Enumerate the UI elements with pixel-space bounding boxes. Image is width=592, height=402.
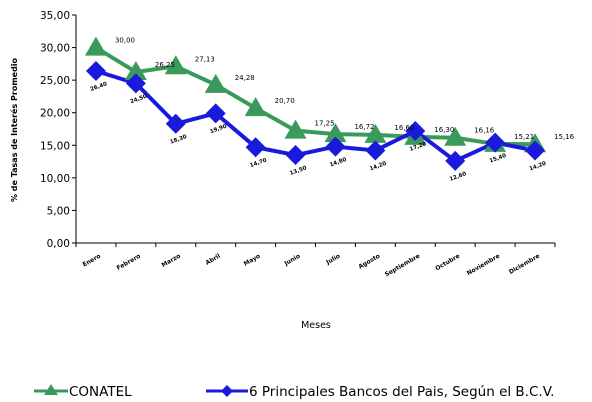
- data-label-conatel: 16,72: [354, 123, 374, 131]
- data-point-bancos: [365, 140, 386, 161]
- y-tick-label: 20,00: [40, 108, 70, 120]
- data-point-conatel: [84, 36, 107, 56]
- data-label-conatel: 16,16: [474, 127, 495, 135]
- y-tick-label: 5,00: [47, 205, 70, 217]
- legend-label-bancos: 6 Principales Bancos del Pais, Según el …: [249, 384, 554, 400]
- y-tick-label: 25,00: [40, 75, 70, 87]
- data-point-conatel: [244, 97, 267, 117]
- y-tick-label: 15,00: [40, 140, 70, 152]
- x-tick-label: Abril: [204, 253, 221, 267]
- legend-item-bancos: 6 Principales Bancos del Pais, Según el …: [206, 384, 554, 400]
- data-point-bancos: [125, 73, 146, 94]
- data-point-conatel: [124, 61, 147, 80]
- data-label-bancos: 14,80: [329, 157, 348, 169]
- x-tick-label: Agosto: [357, 253, 381, 271]
- data-labels: 30,00 26,25 27,13 24,28 20,70 17,25 16,72 16,60…: [90, 37, 575, 183]
- series-group: [84, 36, 547, 171]
- x-tick-label: Mayo: [243, 253, 262, 268]
- x-tick-label: Enero: [82, 253, 102, 269]
- x-tick-label: Febrero: [116, 253, 142, 272]
- y-axis-label: % de Tasas de Interés Promedio: [9, 57, 19, 202]
- y-tick-label: 35,00: [40, 10, 70, 22]
- x-tick-label: Septiembre: [384, 253, 422, 279]
- data-point-conatel: [204, 73, 227, 93]
- data-point-bancos: [525, 140, 546, 161]
- x-tick-label: Noviembre: [466, 253, 501, 277]
- data-label-conatel: 20,70: [275, 97, 295, 105]
- x-tick-label: Marzo: [160, 253, 181, 269]
- data-point-bancos: [285, 145, 306, 166]
- y-tick-label: 10,00: [40, 173, 70, 185]
- x-ticks: Enero Febrero Marzo Abril Mayo Junio Julio Agos…: [75, 243, 556, 279]
- data-label-conatel: 24,28: [235, 74, 255, 82]
- x-tick-label: Octubre: [434, 253, 461, 273]
- data-point-conatel: [364, 123, 387, 143]
- y-ticks: 0,00 5,00 10,00 15,00 20,00 25,00 30,00 35,00: [40, 10, 76, 250]
- data-label-bancos: 24,50: [130, 94, 149, 106]
- data-point-conatel: [324, 123, 347, 143]
- data-label-conatel: 16,60: [394, 124, 414, 132]
- data-label-bancos: 12,60: [449, 171, 468, 183]
- x-tick-label: Diciembre: [508, 253, 541, 276]
- legend: CONATEL 6 Principales Bancos del Pais, S…: [34, 384, 554, 400]
- legend-label-conatel: CONATEL: [69, 384, 132, 400]
- series-line-bancos: [95, 69, 536, 164]
- x-tick-label: Julio: [324, 253, 341, 267]
- data-point-bancos: [445, 150, 466, 171]
- data-label-conatel: 30,00: [115, 37, 135, 45]
- diamond-marker-icon: [221, 385, 233, 397]
- data-point-bancos: [205, 103, 226, 124]
- data-point-bancos: [85, 61, 106, 82]
- x-tick-label: Junio: [282, 253, 301, 268]
- data-label-bancos: 19,90: [209, 124, 228, 136]
- data-label-conatel: 15,16: [554, 133, 575, 141]
- triangle-marker-icon: [44, 384, 58, 395]
- data-point-bancos: [405, 120, 426, 141]
- data-point-conatel: [444, 126, 467, 146]
- data-label-conatel: 26,25: [155, 61, 175, 69]
- y-tick-label: 30,00: [40, 43, 70, 55]
- data-label-bancos: 14,20: [529, 161, 548, 173]
- data-point-conatel: [164, 55, 187, 75]
- data-label-conatel: 15,21: [514, 133, 534, 141]
- legend-item-conatel: CONATEL: [34, 384, 132, 400]
- data-label-bancos: 26,40: [90, 81, 109, 93]
- data-point-bancos: [245, 137, 266, 158]
- data-label-conatel: 27,13: [195, 55, 215, 63]
- data-label-bancos: 14,70: [249, 157, 268, 169]
- data-point-bancos: [325, 136, 346, 157]
- data-label-conatel: 17,25: [315, 120, 335, 128]
- data-label-bancos: 13,50: [289, 165, 308, 177]
- data-point-conatel: [284, 119, 307, 139]
- data-label-bancos: 17,20: [409, 141, 428, 153]
- data-label-bancos: 18,30: [169, 134, 188, 146]
- data-label-bancos: 14,20: [369, 161, 388, 173]
- data-label-bancos: 15,40: [489, 153, 508, 165]
- data-point-bancos: [485, 132, 506, 153]
- x-axis-label: Meses: [301, 320, 331, 331]
- data-point-bancos: [165, 113, 186, 134]
- y-tick-label: 0,00: [47, 238, 70, 250]
- data-label-conatel: 16,30: [434, 126, 454, 134]
